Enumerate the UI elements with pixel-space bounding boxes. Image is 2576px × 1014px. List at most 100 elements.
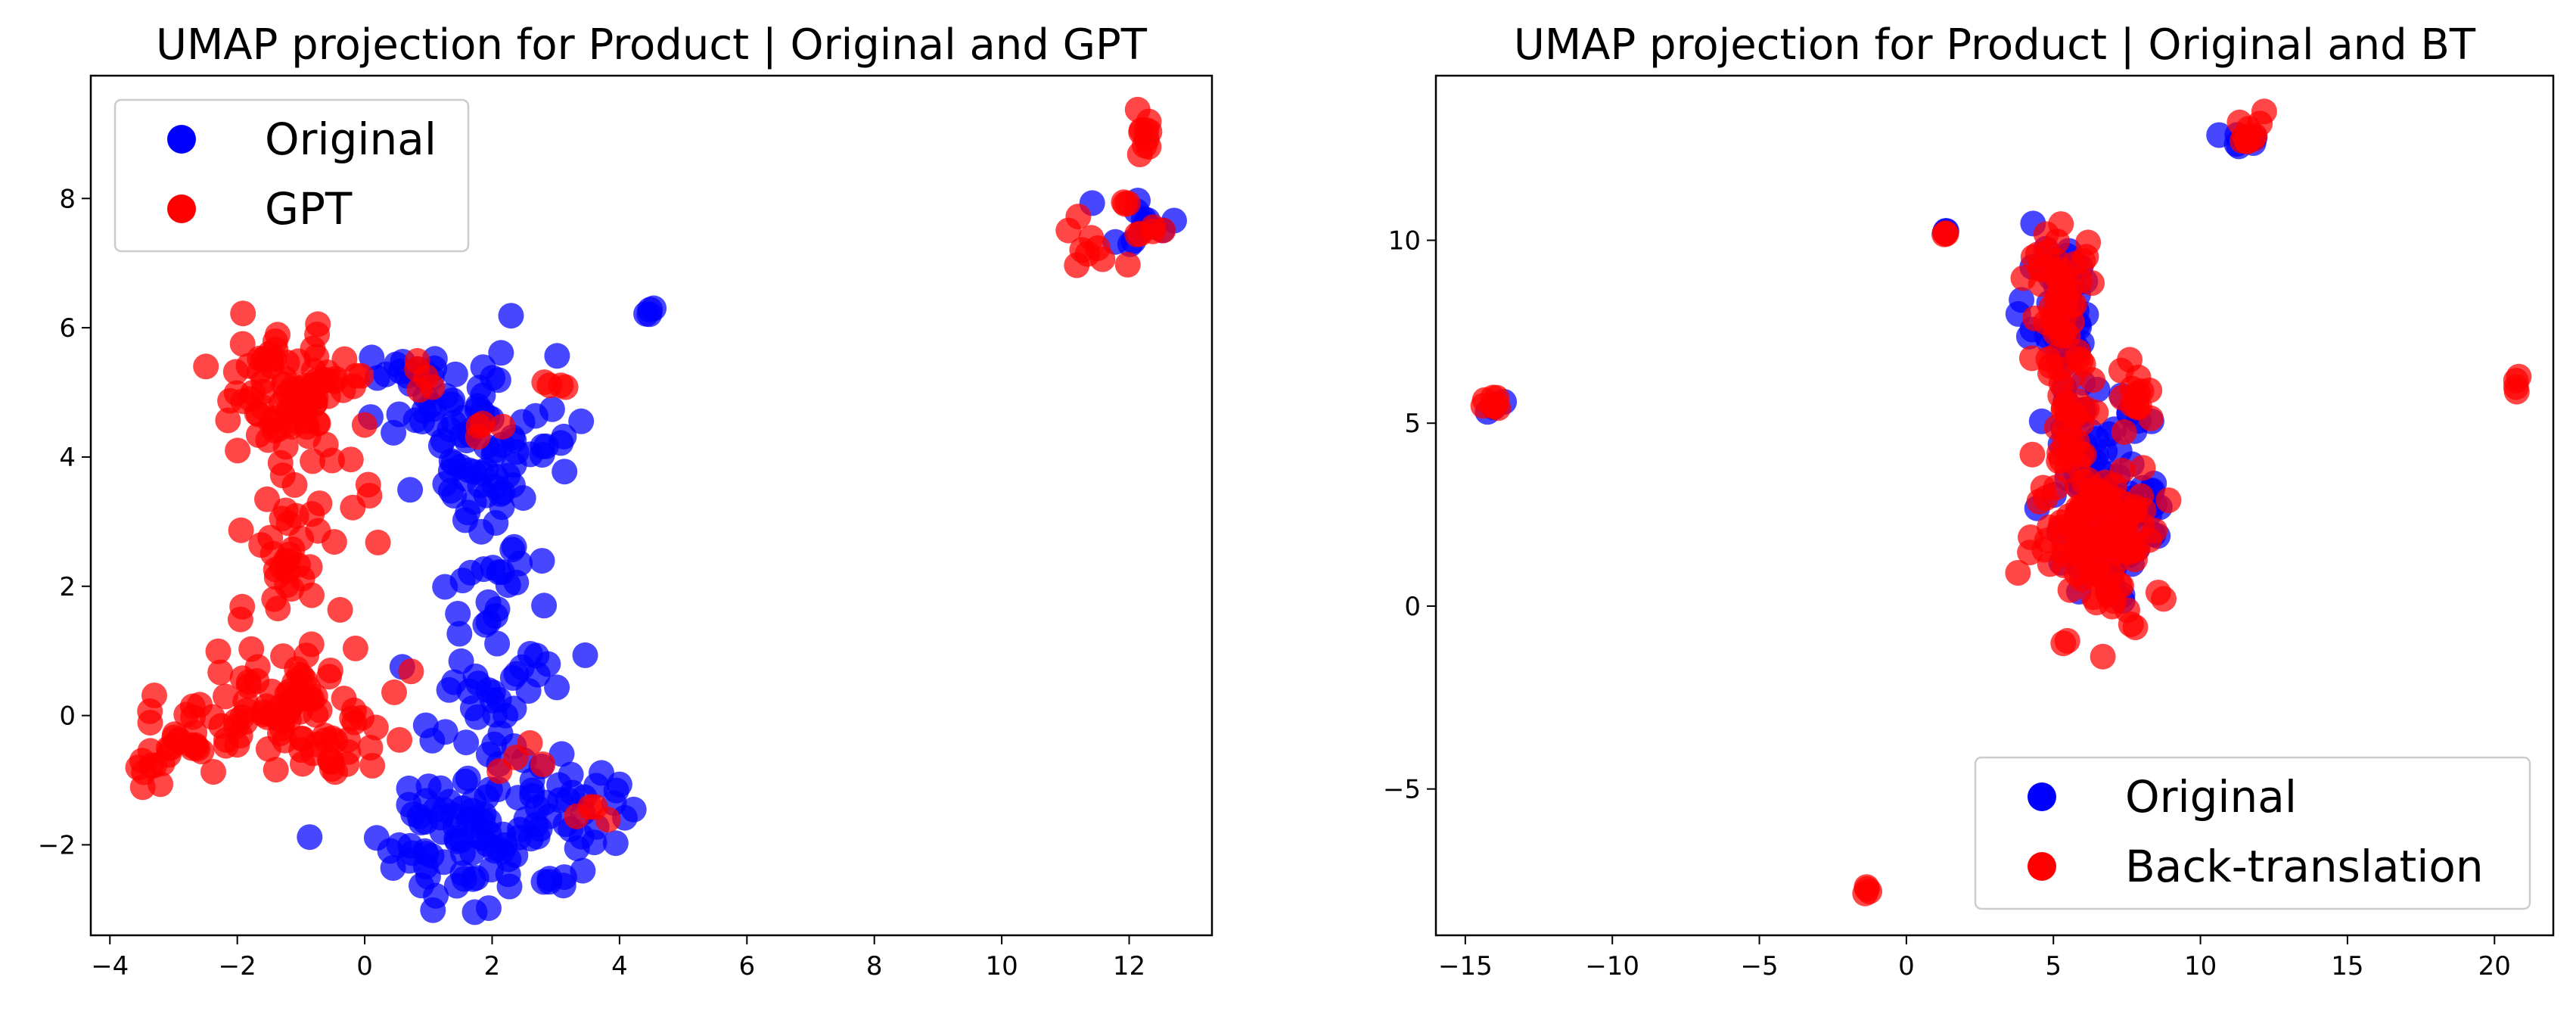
y-tick-label: 2	[59, 572, 76, 602]
legend: Original GPT	[113, 98, 470, 253]
scatter-point	[2043, 474, 2069, 501]
x-tick-label: 0	[1898, 951, 1915, 981]
scatter-point	[459, 806, 486, 832]
scatter-point	[348, 362, 374, 389]
scatter-point	[2053, 265, 2080, 291]
scatter-points	[125, 96, 1187, 925]
scatter-point	[1111, 189, 1137, 216]
scatter-point	[263, 564, 290, 590]
scatter-point	[2051, 416, 2077, 443]
scatter-point	[319, 447, 345, 474]
scatter-point	[297, 824, 323, 851]
y-tick-label: 0	[1404, 592, 1421, 622]
scatter-point	[263, 757, 289, 783]
scatter-point	[2009, 287, 2035, 313]
scatter-point	[276, 678, 303, 705]
scatter-point	[141, 752, 168, 779]
scatter-point	[235, 673, 262, 699]
scatter-point	[548, 741, 575, 767]
legend-box	[113, 98, 470, 253]
scatter-point	[254, 486, 280, 512]
scatter-point	[223, 380, 250, 406]
scatter-point	[493, 702, 519, 729]
scatter-point	[446, 621, 473, 647]
scatter-point	[568, 408, 595, 434]
scatter-point	[215, 407, 241, 434]
scatter-point	[603, 777, 629, 804]
y-tick-label: 10	[1388, 226, 1421, 257]
scatter-point	[442, 361, 468, 387]
x-tick-label: 2	[484, 951, 501, 981]
scatter-point	[270, 708, 297, 735]
scatter-point	[531, 369, 558, 396]
series-gpt	[125, 96, 1176, 833]
scatter-point	[503, 569, 530, 596]
scatter-point	[380, 855, 406, 881]
y-tick-label: 4	[59, 443, 76, 473]
scatter-point	[387, 726, 413, 753]
scatter-point	[265, 416, 291, 443]
scatter-point	[305, 311, 331, 337]
scatter-point	[460, 866, 486, 892]
scatter-point	[362, 714, 389, 741]
scatter-point	[193, 353, 219, 380]
x-tick-label: 6	[738, 951, 755, 981]
legend-label: Original	[265, 114, 437, 165]
scatter-point	[2034, 527, 2060, 554]
scatter-point	[351, 412, 378, 438]
chart-title: UMAP projection for Product | Original a…	[156, 20, 1148, 70]
scatter-point	[288, 525, 314, 552]
scatter-point	[1089, 246, 1116, 272]
x-tick-label: 10	[985, 951, 1018, 981]
scatter-point	[452, 768, 478, 795]
scatter-point	[357, 735, 384, 760]
scatter-point	[1854, 874, 1880, 900]
scatter-point	[229, 593, 256, 620]
scatter-point	[536, 869, 563, 895]
scatter-point	[465, 704, 490, 730]
x-tick-label: 0	[356, 951, 373, 981]
scatter-point	[530, 751, 556, 777]
scatter-point	[327, 596, 353, 623]
scatter-point	[2050, 630, 2077, 657]
scatter-point	[1136, 119, 1163, 145]
scatter-point	[487, 481, 514, 507]
scatter-point	[2092, 438, 2118, 465]
scatter-point	[300, 448, 326, 474]
legend-marker	[167, 125, 196, 154]
scatter-point	[2130, 455, 2156, 481]
scatter-point	[225, 437, 251, 464]
scatter-point	[322, 759, 348, 785]
scatter-point	[2121, 537, 2147, 564]
scatter-point	[2115, 597, 2140, 624]
scatter-point	[544, 674, 570, 701]
scatter-point	[208, 713, 235, 739]
scatter-point	[406, 377, 433, 403]
scatter-point	[2050, 397, 2077, 423]
scatter-point	[419, 727, 446, 754]
scatter-point	[589, 760, 614, 786]
scatter-point	[2005, 560, 2031, 586]
scatter-point	[498, 303, 524, 329]
scatter-point	[438, 477, 464, 504]
scatter-point	[269, 462, 296, 489]
legend-label: GPT	[265, 183, 353, 235]
scatter-point	[506, 816, 533, 843]
scatter-point	[544, 343, 570, 369]
scatter-point	[445, 601, 471, 627]
scatter-point	[200, 759, 226, 785]
scatter-point	[248, 532, 275, 558]
scatter-point	[337, 446, 364, 473]
scatter-point	[137, 710, 163, 736]
scatter-point	[505, 785, 531, 811]
legend-marker	[2028, 782, 2056, 811]
scatter-point	[467, 472, 493, 499]
scatter-point	[363, 825, 390, 851]
scatter-point	[2019, 441, 2046, 468]
scatter-point	[2111, 418, 2137, 445]
series-back-translation	[1470, 98, 2532, 907]
scatter-point	[595, 807, 621, 833]
scatter-point	[228, 517, 254, 543]
scatter-point	[2075, 229, 2102, 256]
legend-box	[1974, 756, 2531, 910]
